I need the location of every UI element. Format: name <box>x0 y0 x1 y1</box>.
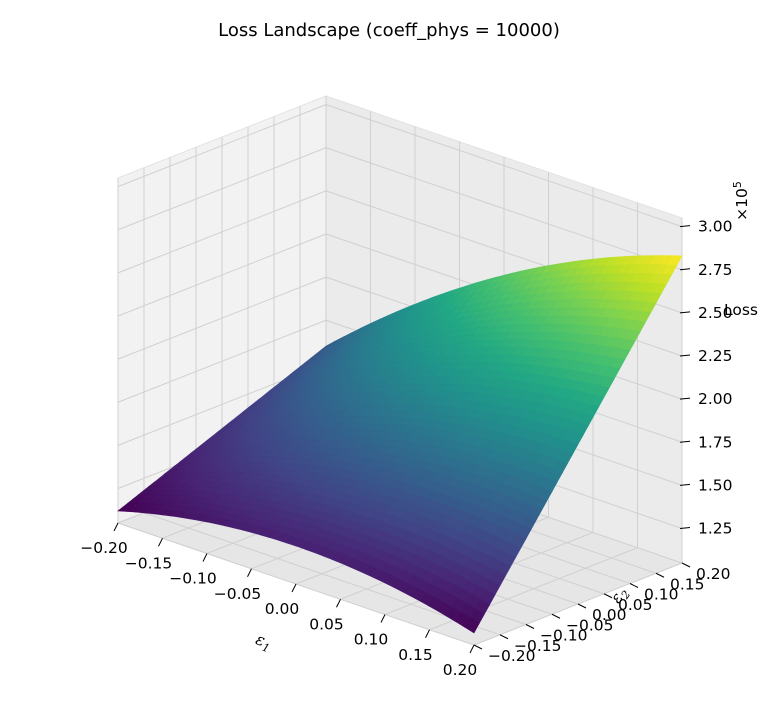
grid-left-z <box>117 104 327 188</box>
y-axis-ticks: −0.20−0.15−0.10−0.050.000.050.100.150.20 <box>473 562 731 665</box>
y-tick-label: 0.10 <box>644 586 679 604</box>
x-tick-label: 0.20 <box>443 661 478 679</box>
x-tick-label: −0.05 <box>214 585 262 603</box>
z-tick-label: 3.00 <box>698 218 733 236</box>
x-tick-mark <box>336 599 341 608</box>
z-tick-label: 2.50 <box>698 304 733 322</box>
chart-title: Loss Landscape (coeff_phys = 10000) <box>218 20 560 41</box>
y-tick-label: 0.15 <box>670 575 705 593</box>
grid-floor-y <box>143 512 501 636</box>
z-tick-label: 1.25 <box>698 520 733 538</box>
y-tick-label: −0.10 <box>540 627 588 645</box>
z-tick-mark <box>679 225 691 228</box>
y-tick-mark <box>525 624 535 629</box>
x-tick-label: 0.15 <box>398 646 433 664</box>
x-tick-label: 0.05 <box>309 615 344 633</box>
loss-surface <box>117 255 683 634</box>
grid-left-z <box>117 276 327 360</box>
y-tick-label: −0.15 <box>514 637 562 655</box>
y-tick-mark <box>499 634 509 640</box>
x-tick-mark <box>291 583 297 593</box>
x-tick-mark <box>247 568 252 577</box>
y-tick-label: 0.00 <box>592 606 627 624</box>
x-tick-mark <box>425 629 430 638</box>
y-tick-mark <box>629 583 639 588</box>
y-tick-mark <box>655 572 665 578</box>
z-tick-mark <box>679 483 691 486</box>
y-tick-mark <box>603 593 613 599</box>
x-tick-mark <box>469 644 475 654</box>
z-tick-label: 1.50 <box>698 476 733 494</box>
z-tick-mark <box>679 397 691 400</box>
x-tick-label: 0.00 <box>265 600 300 618</box>
y-tick-label: −0.20 <box>488 647 536 665</box>
y-tick-mark <box>681 562 691 568</box>
surface-face <box>464 617 480 634</box>
x-tick-label: 0.10 <box>354 631 389 649</box>
z-tick-mark <box>679 268 691 271</box>
y-tick-label: −0.05 <box>566 616 614 634</box>
z-tick-mark <box>679 440 691 443</box>
y-tick-mark <box>473 644 483 650</box>
grid-left-z <box>117 233 327 317</box>
z-tick-label: 2.75 <box>698 261 733 279</box>
y-tick-mark <box>577 603 587 609</box>
x-axis-ticks: −0.20−0.15−0.10−0.050.00 0.05 0.10 0.15 0.20 <box>80 522 478 679</box>
z-tick-label: 1.75 <box>698 433 733 451</box>
y-tick-label: 0.20 <box>696 565 731 583</box>
x-tick-mark <box>380 614 386 623</box>
z-tick-label: 2.00 <box>698 390 733 408</box>
x-tick-mark <box>158 538 163 547</box>
z-axis-multiplier: ×105 <box>731 181 751 221</box>
x-tick-label: −0.15 <box>125 554 173 572</box>
grid-left-z <box>117 147 327 231</box>
z-tick-label: 2.25 <box>698 347 733 365</box>
x-tick-label: −0.20 <box>80 539 128 557</box>
grid-left-z <box>117 319 327 403</box>
z-tick-mark <box>679 527 691 529</box>
z-tick-mark <box>679 354 691 357</box>
y-tick-mark <box>551 613 561 619</box>
x-axis-label: ε1 <box>252 629 274 655</box>
z-tick-mark <box>679 311 691 314</box>
x-tick-mark <box>202 553 208 562</box>
grid-back-z <box>325 147 683 271</box>
z-axis-ticks: 1.25 1.50 1.75 2.00 2.25 2.50 2.75 3.00 <box>679 218 733 538</box>
grid-left-z <box>117 190 327 274</box>
y-tick-label: 0.05 <box>618 596 653 614</box>
x-tick-mark <box>113 522 119 532</box>
x-tick-label: −0.10 <box>169 570 217 588</box>
z-axis-label: Loss <box>724 301 758 319</box>
grid-back-z <box>325 104 683 228</box>
